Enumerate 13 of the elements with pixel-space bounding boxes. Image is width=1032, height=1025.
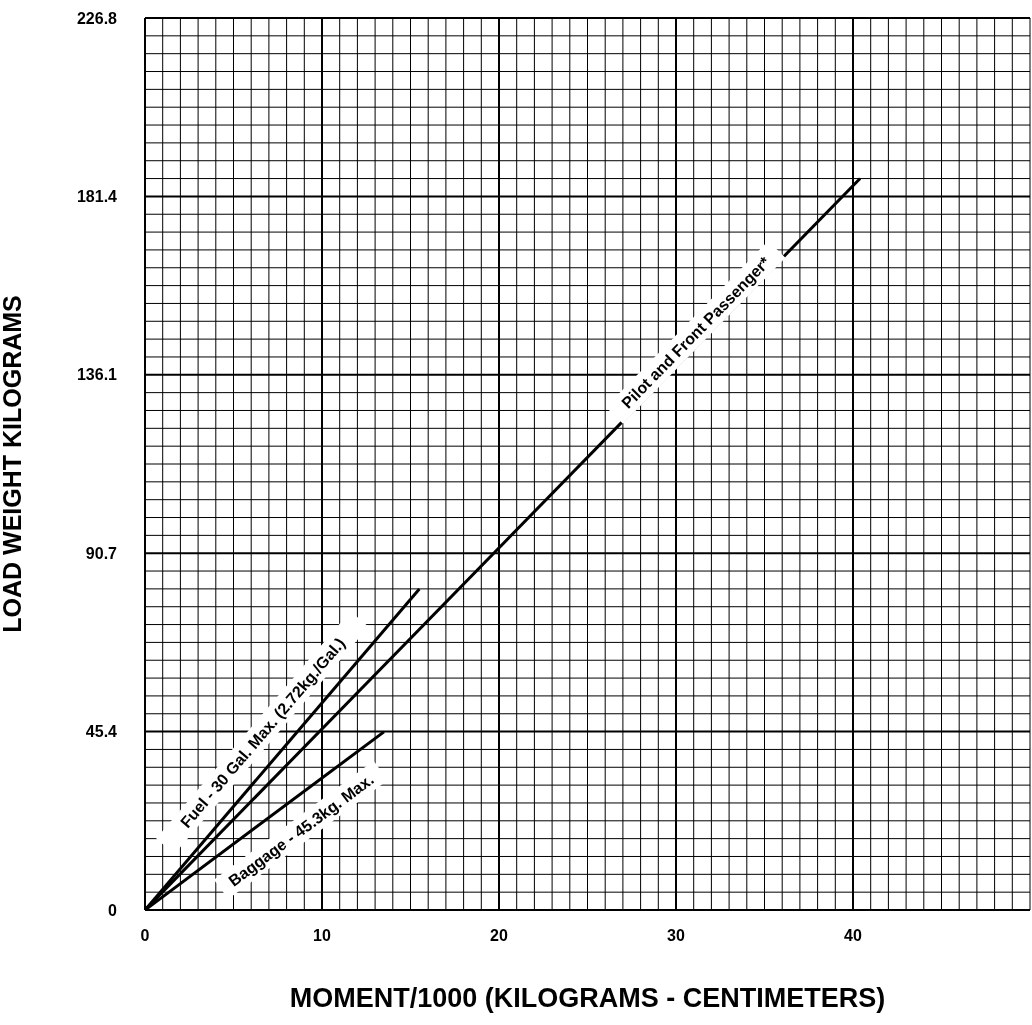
y-tick-label: 226.8 [76, 9, 118, 27]
y-tick-label: 90.7 [85, 544, 118, 562]
x-tick-label: 20 [490, 927, 508, 945]
y-tick-label: 45.4 [85, 723, 118, 741]
y-tick-label: 0 [108, 901, 118, 919]
x-tick-label: 40 [844, 927, 862, 945]
x-axis-title: MOMENT/1000 (KILOGRAMS - CENTIMETERS) [289, 983, 886, 1013]
y-axis-title: LOAD WEIGHT KILOGRAMS [0, 295, 26, 633]
x-tick-label: 10 [313, 927, 331, 945]
y-tick-label: 136.1 [76, 366, 118, 384]
x-tick-label: 0 [140, 927, 150, 945]
x-tick-label: 30 [667, 927, 685, 945]
y-tick-label: 181.4 [76, 188, 118, 206]
